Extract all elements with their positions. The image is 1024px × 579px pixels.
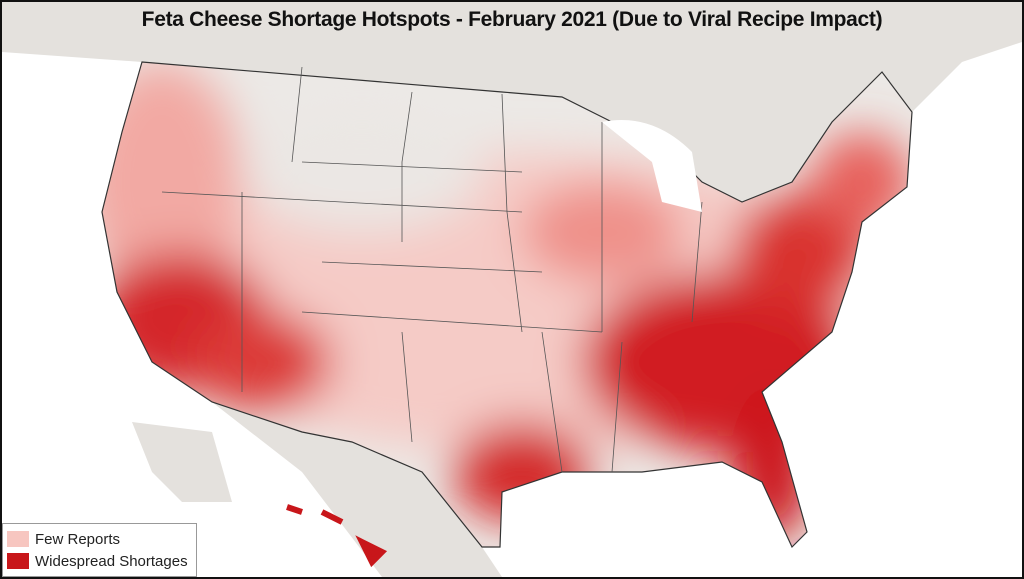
hawaii <box>286 504 388 568</box>
alaska <box>132 422 232 502</box>
legend-swatch <box>7 531 29 547</box>
legend-item: Widespread Shortages <box>7 550 188 572</box>
us-outline <box>101 61 913 549</box>
legend-label: Few Reports <box>35 530 121 548</box>
map-title: Feta Cheese Shortage Hotspots - February… <box>141 8 883 31</box>
mexico <box>212 402 502 577</box>
legend-swatch <box>7 553 29 569</box>
us-shading <box>102 62 912 547</box>
legend-item: Few Reports <box>7 528 188 550</box>
great-lakes <box>602 120 702 212</box>
canada <box>2 2 1022 202</box>
legend: Few Reports Widespread Shortages <box>2 523 197 577</box>
state-borders <box>161 66 703 473</box>
legend-label: Widespread Shortages <box>35 552 188 570</box>
